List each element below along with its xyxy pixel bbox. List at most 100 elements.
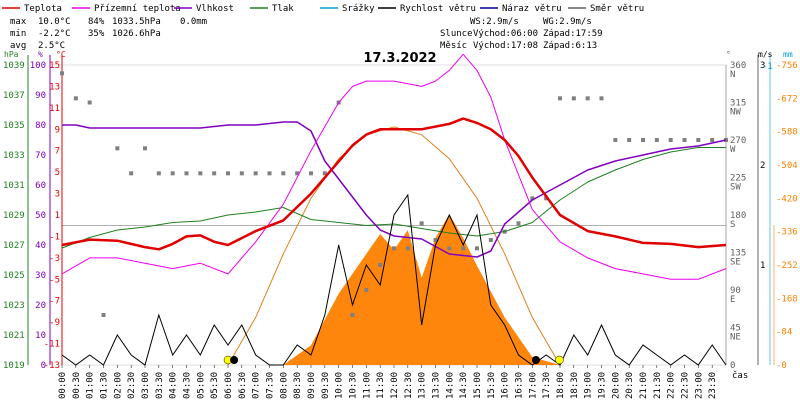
wind-direction-point xyxy=(696,138,701,142)
stats-avg-temp: 2.5°C xyxy=(38,41,65,51)
wind-direction-point xyxy=(419,221,424,226)
time-tick-label: 19:00 xyxy=(584,372,594,399)
axes: hPa% °C1039103710351033103110291027102510… xyxy=(3,50,798,399)
humidity-tick-label: 0 xyxy=(41,361,46,371)
wind-direction-point xyxy=(184,171,189,176)
time-tick-label: 23:30 xyxy=(708,372,718,399)
time-tick-label: 00:30 xyxy=(72,372,82,399)
time-tick-label: 13:00 xyxy=(418,372,428,399)
time-tick-label: 02:30 xyxy=(127,372,137,399)
wind-direction-point xyxy=(239,171,244,176)
temp-tick-label: -7 xyxy=(49,297,60,307)
time-tick-label: 03:00 xyxy=(141,372,151,399)
stats-min-label: min xyxy=(10,29,26,39)
wind-gust-value: WG:2.9m/s xyxy=(543,17,592,27)
direction-tick-label: 45 xyxy=(730,324,741,334)
pressure-tick-label: 1037 xyxy=(3,91,25,101)
sunrise-value: Východ:06:00 xyxy=(473,29,538,39)
humidity-tick-label: 10 xyxy=(35,331,46,341)
time-tick-label: 05:30 xyxy=(210,372,220,399)
time-tick-label: 07:30 xyxy=(266,372,276,399)
wind-speed-value: WS:2.9m/s xyxy=(470,17,519,27)
time-tick-label: 06:30 xyxy=(238,372,248,399)
time-tick-label: 22:30 xyxy=(681,372,691,399)
pressure-tick-label: 1035 xyxy=(3,121,25,131)
moonset-value: Západ:6:13 xyxy=(543,41,597,51)
wind-sun-moon-info: WS:2.9m/s WG:2.9m/s Slunce Východ:06:00 … xyxy=(440,17,603,51)
stats-min-temp: -2.2°C xyxy=(38,29,71,39)
wind-direction-point xyxy=(627,138,632,142)
humidity-tick-label: 40 xyxy=(35,241,46,251)
wind-direction-point xyxy=(87,100,92,105)
solar-tick-label: -420 xyxy=(776,194,798,204)
legend-label: Rychlost větru xyxy=(400,4,476,14)
stats-avg-label: avg xyxy=(10,41,26,51)
unit-deg-label: ° xyxy=(726,50,731,59)
legend-label: Tlak xyxy=(272,4,294,14)
temp-tick-label: -3 xyxy=(49,254,60,264)
wind-tick-label: 3 xyxy=(760,61,765,71)
direction-tick-label: 135 xyxy=(730,249,746,259)
wind-direction-point xyxy=(170,171,175,176)
humidity-tick-label: 30 xyxy=(35,271,46,281)
wind-direction-point xyxy=(461,246,466,251)
stats-rain: 0.0mm xyxy=(180,17,207,27)
stats-max-label: max xyxy=(10,17,27,27)
pressure-tick-label: 1027 xyxy=(3,241,25,251)
theoretical-solar-line xyxy=(227,126,561,366)
moonrise-value: Východ:17:08 xyxy=(473,41,538,51)
sunset-marker xyxy=(555,355,564,365)
wind-tick-label: 2 xyxy=(760,161,765,171)
direction-tick-label: 0 xyxy=(730,361,735,371)
wind-direction-point xyxy=(447,246,452,251)
solar-tick-label: -336 xyxy=(776,228,798,238)
direction-compass-label: SW xyxy=(730,183,741,193)
direction-compass-label: S xyxy=(730,220,735,230)
wind-direction-point xyxy=(212,171,217,176)
moonset-marker xyxy=(230,356,239,364)
wind-direction-point xyxy=(613,138,618,142)
wind-direction-point xyxy=(405,246,410,251)
time-tick-label: 02:00 xyxy=(113,372,123,399)
temp-tick-label: -13 xyxy=(44,361,60,371)
time-tick-label: 21:00 xyxy=(639,372,649,399)
wind-direction-point xyxy=(530,196,535,201)
stats-min-hum: 35% xyxy=(88,29,105,39)
chart-title: 17.3.2022 xyxy=(363,51,436,66)
humidity-tick-label: 100 xyxy=(30,61,46,71)
wind-tick-label: 1 xyxy=(760,261,765,271)
wind-direction-point xyxy=(433,238,438,242)
stats-max-temp: 10.0°C xyxy=(38,17,71,27)
temp-tick-label: 9 xyxy=(55,125,60,135)
wind-direction-point xyxy=(571,96,576,101)
time-tick-label: 16:30 xyxy=(515,372,525,399)
time-tick-label: 01:30 xyxy=(100,372,110,399)
wind-direction-point xyxy=(281,171,286,176)
unit-c-label: °C xyxy=(56,50,66,59)
wind-direction-point xyxy=(516,221,521,226)
moon-label: Měsíc xyxy=(440,41,467,51)
unit-mm-label: mm xyxy=(783,50,793,59)
time-tick-label: 12:00 xyxy=(390,372,400,399)
wind-direction-point xyxy=(641,138,645,142)
stats-max-hum: 84% xyxy=(88,17,105,27)
wind-direction-point xyxy=(350,313,355,317)
time-tick-label: 17:00 xyxy=(528,372,538,399)
rain-tick-label: -1 xyxy=(762,62,773,72)
time-tick-label: 20:00 xyxy=(611,372,621,399)
humidity-tick-label: 20 xyxy=(35,301,46,311)
moonrise-marker xyxy=(531,356,540,364)
direction-compass-label: SE xyxy=(730,258,741,268)
temp-tick-label: -1 xyxy=(49,232,60,242)
wind-direction-point xyxy=(599,96,604,101)
time-tick-label: 18:30 xyxy=(570,372,580,399)
time-tick-label: 17:30 xyxy=(542,372,552,399)
direction-compass-label: NE xyxy=(730,333,741,343)
time-tick-label: 03:30 xyxy=(155,372,165,399)
humidity-line xyxy=(62,121,727,258)
pressure-tick-label: 1023 xyxy=(3,301,25,311)
wind-direction-point xyxy=(378,263,383,267)
direction-tick-label: 90 xyxy=(730,286,741,296)
sunset-value: Západ:17:59 xyxy=(543,29,603,39)
time-tick-label: 08:00 xyxy=(279,372,289,399)
